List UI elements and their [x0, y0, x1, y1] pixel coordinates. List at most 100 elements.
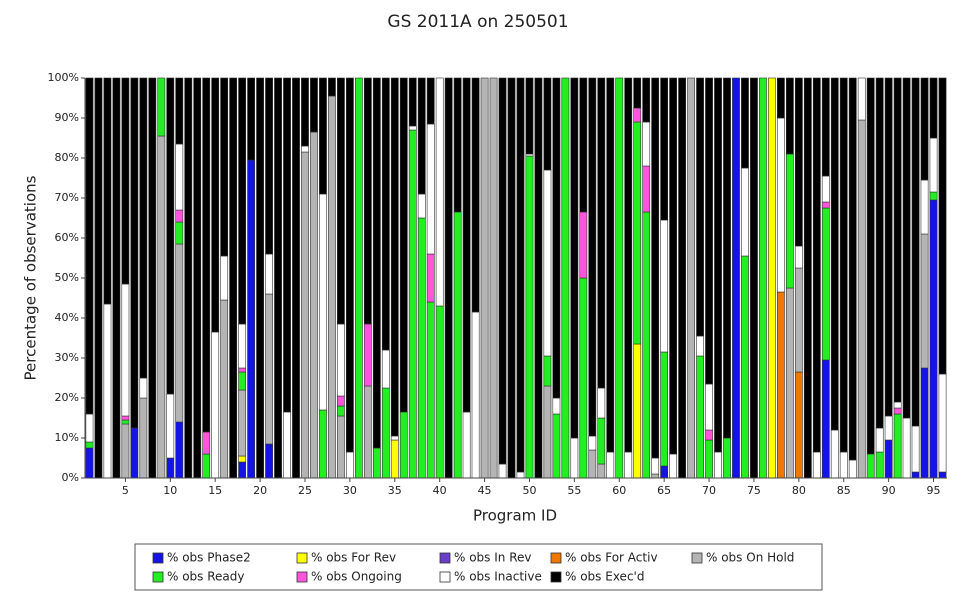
bar-segment — [633, 343, 642, 479]
bar-segment — [498, 77, 507, 465]
bar-segment — [319, 77, 327, 195]
x-tick-label: 50 — [522, 484, 536, 497]
bar-segment — [776, 77, 785, 119]
bar-segment — [812, 451, 821, 479]
bar-segment — [337, 395, 345, 407]
bar-segment — [426, 301, 435, 479]
x-tick-label: 55 — [567, 484, 581, 497]
bar-segment — [85, 413, 94, 443]
bar-segment — [552, 77, 561, 399]
bar-segment — [157, 135, 166, 479]
x-tick-label: 70 — [702, 484, 716, 497]
x-tick-label: 65 — [657, 484, 671, 497]
bar-segment — [597, 387, 606, 419]
legend-label: % obs Exec'd — [565, 570, 644, 584]
bar-segment — [238, 455, 247, 463]
bar-segment — [705, 383, 713, 431]
x-tick-label: 10 — [163, 484, 177, 497]
bar-segment — [139, 397, 148, 479]
bar-segment — [911, 471, 920, 479]
bar-segment — [390, 435, 399, 441]
bar-segment — [687, 77, 695, 479]
bar-segment — [337, 405, 345, 417]
bar-segment — [345, 77, 354, 453]
bar-segment — [821, 201, 830, 209]
bar-segment — [705, 429, 713, 441]
x-tick-label: 15 — [208, 484, 222, 497]
bar-segment — [166, 457, 175, 479]
bar-segment — [220, 77, 229, 257]
bar-segment — [426, 123, 435, 255]
bar-segment — [938, 471, 947, 479]
bar-segment — [337, 77, 345, 325]
bar-segment — [597, 463, 606, 479]
bar-segment — [301, 145, 309, 153]
bar-segment — [929, 137, 938, 193]
bar-segment — [893, 77, 902, 403]
bar-segment — [785, 153, 794, 289]
bar-segment — [489, 77, 498, 479]
bar-segment — [696, 335, 704, 357]
legend-box — [134, 543, 823, 591]
bar-segment — [381, 387, 390, 479]
legend-swatch — [296, 552, 308, 564]
bar-segment — [839, 451, 848, 479]
bar-segment — [184, 77, 193, 479]
bar-segment — [750, 77, 758, 479]
bar-segment — [157, 77, 166, 137]
bar-segment — [265, 77, 273, 255]
x-tick-label: 40 — [433, 484, 447, 497]
bar-segment — [669, 77, 678, 455]
bar-segment — [579, 211, 588, 279]
bar-segment — [759, 77, 767, 479]
bar-segment — [265, 253, 273, 295]
bar-segment — [902, 77, 911, 419]
legend-swatch — [691, 552, 703, 564]
bar-segment — [552, 413, 561, 479]
bar-segment — [301, 77, 309, 147]
y-tick-label: 100% — [48, 71, 79, 84]
bar-segment — [642, 77, 651, 123]
bar-segment — [462, 411, 471, 479]
bar-segment — [292, 77, 300, 479]
bar-segment — [929, 199, 938, 479]
bar-segment — [175, 243, 184, 423]
y-tick-label: 20% — [55, 391, 79, 404]
bar-segment — [283, 77, 291, 413]
bar-segment — [337, 323, 345, 397]
bar-segment — [857, 77, 866, 121]
bar-segment — [794, 245, 803, 269]
bar-segment — [642, 211, 651, 479]
bar-segment — [166, 393, 175, 459]
bar-segment — [175, 143, 184, 211]
bar-segment — [776, 291, 785, 479]
bar-segment — [768, 77, 776, 479]
bar-segment — [642, 121, 651, 167]
bar-segment — [651, 473, 660, 479]
y-tick-label: 0% — [62, 471, 79, 484]
bar-segment — [794, 371, 803, 479]
legend-swatch — [152, 552, 164, 564]
bar-segment — [633, 121, 642, 345]
bar-segment — [390, 77, 399, 437]
bar-segment — [121, 423, 130, 479]
bar-segment — [507, 77, 516, 479]
bar-segment — [732, 77, 740, 479]
bar-segment — [875, 77, 884, 429]
bar-segment — [372, 447, 381, 479]
bar-segment — [741, 167, 749, 257]
legend-label: % obs Inactive — [454, 570, 542, 584]
bar-segment — [498, 463, 507, 479]
bar-segment — [426, 253, 435, 303]
bar-segment — [390, 439, 399, 479]
legend-label: % obs For Rev — [311, 551, 396, 565]
bar-segment — [785, 77, 794, 155]
bar-segment — [85, 447, 94, 479]
bar-segment — [678, 77, 687, 479]
bar-segment — [929, 77, 938, 139]
bar-segment — [471, 77, 480, 313]
bar-segment — [884, 77, 893, 417]
bar-segment — [193, 77, 202, 479]
bar-segment — [175, 209, 184, 223]
